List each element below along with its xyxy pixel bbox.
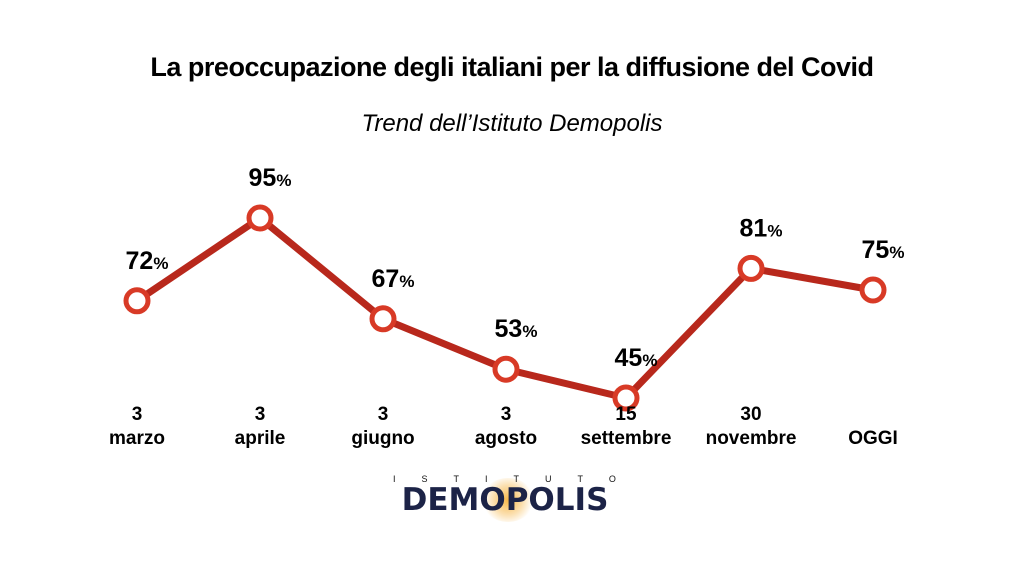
logo-top-text: ISTITUTO xyxy=(393,474,642,484)
chart-subtitle: Trend dell’Istituto Demopolis xyxy=(361,110,663,137)
logo-main-text: DEMOPOLIS xyxy=(401,482,609,518)
x-tick-label: 3 marzo xyxy=(109,404,165,449)
x-tick-label: 15 settembre xyxy=(581,404,672,449)
data-point xyxy=(612,384,640,412)
x-tick-label: 3 agosto xyxy=(475,404,537,449)
data-label: 81% xyxy=(740,214,783,242)
data-label: 45% xyxy=(615,344,658,372)
data-point xyxy=(737,254,765,282)
data-label: 53% xyxy=(495,315,538,343)
data-label: 72% xyxy=(126,247,169,275)
x-tick-label: OGGI xyxy=(848,428,898,449)
x-tick-label: 3 giugno xyxy=(351,404,414,449)
chart-title: La preoccupazione degli italiani per la … xyxy=(150,52,874,82)
data-label: 95% xyxy=(249,164,292,192)
data-point xyxy=(369,305,397,333)
data-label: 75% xyxy=(862,236,905,264)
data-point xyxy=(246,204,274,232)
data-point xyxy=(492,355,520,383)
x-tick-label: 30 novembre xyxy=(706,404,797,449)
x-tick-label: 3 aprile xyxy=(235,404,286,449)
data-point xyxy=(123,287,151,315)
data-label: 67% xyxy=(372,265,415,293)
logo-glow xyxy=(482,478,534,522)
demopolis-logo: ISTITUTO DEMOPOLIS xyxy=(380,474,630,524)
data-point xyxy=(859,276,887,304)
